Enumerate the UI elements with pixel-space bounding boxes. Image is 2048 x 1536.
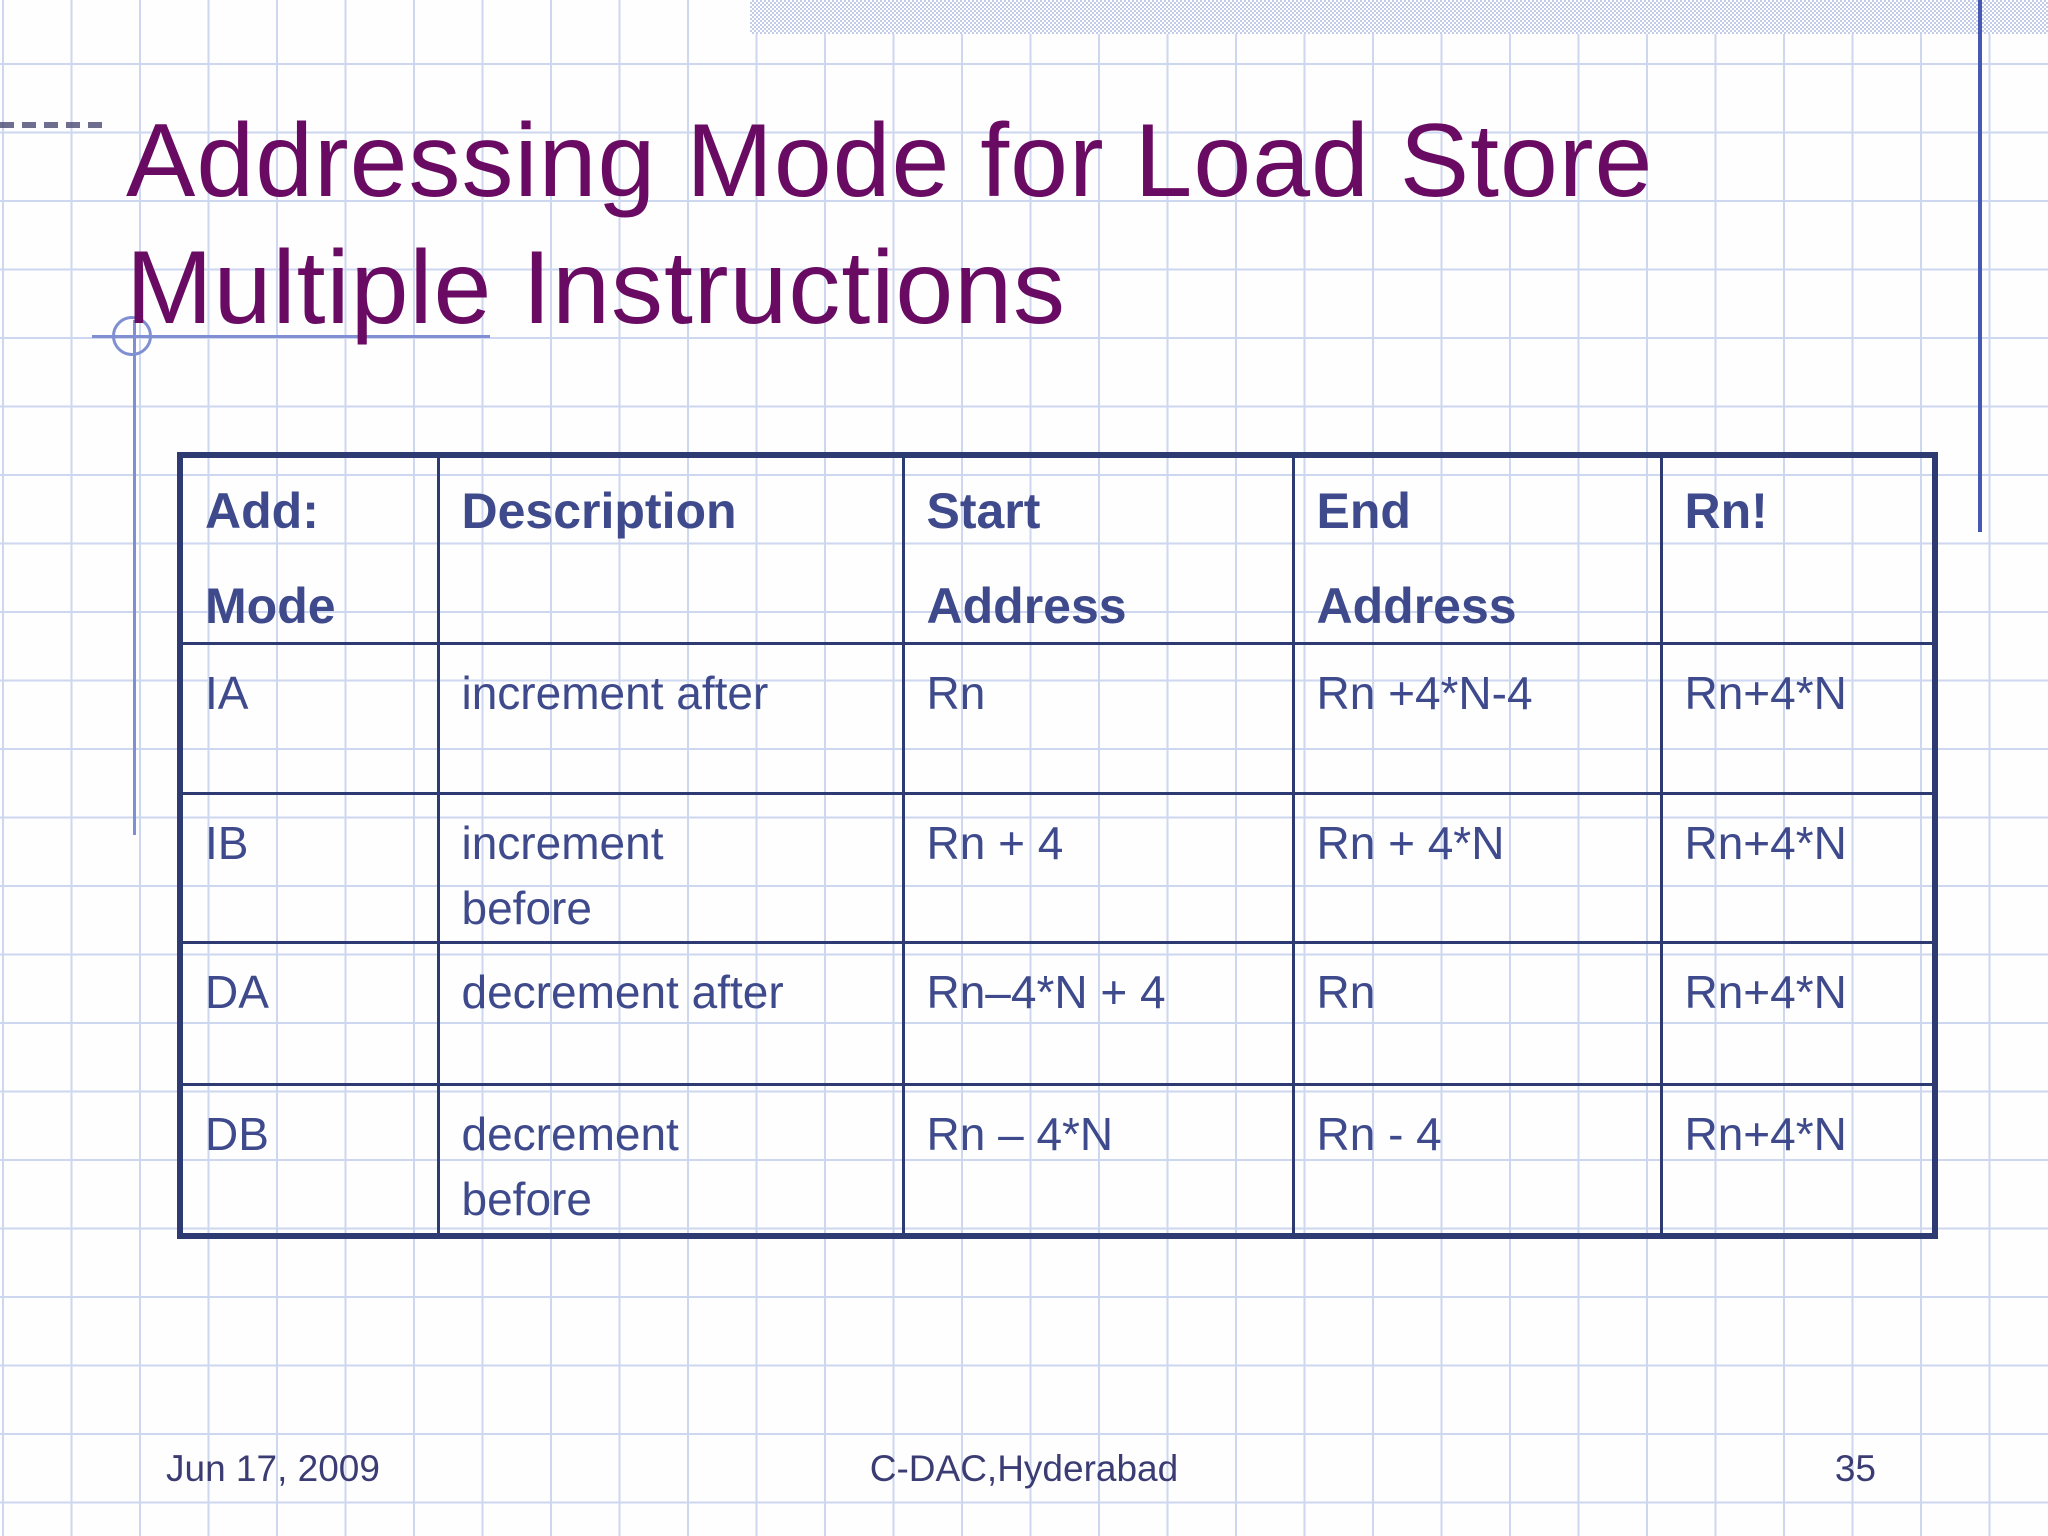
cell-da-description: decrement after: [436, 941, 905, 1087]
footer-page-number: 35: [1834, 1448, 1876, 1489]
compass-horizontal-line: [92, 335, 490, 338]
col-header-start-address: Start Address: [901, 453, 1295, 645]
right-accent-line: [1978, 0, 1982, 532]
slide-title: Addressing Mode for Load Store Multiple …: [126, 98, 1966, 352]
cell-ia-description: increment after: [436, 641, 905, 795]
cell-ib-end: Rn + 4*N: [1291, 791, 1663, 945]
cell-da-start: Rn–4*N + 4: [901, 941, 1295, 1087]
cell-db-description: decrement before: [436, 1083, 905, 1238]
cell-ia-rn: Rn+4*N: [1659, 641, 1937, 795]
cell-ib-description: increment before: [436, 791, 905, 945]
addressing-modes-table: Add: Mode Description Start Address End …: [177, 452, 1938, 1239]
slide-title-line2: Multiple Instructions: [126, 229, 1067, 346]
ruler-dashes: [0, 122, 110, 128]
table-header-row: Add: Mode Description Start Address End …: [178, 453, 1937, 645]
compass-vertical-line: [133, 320, 136, 835]
slide-title-line1: Addressing Mode for Load Store: [126, 102, 1654, 219]
cell-db-rn: Rn+4*N: [1659, 1083, 1937, 1238]
cell-da-end: Rn: [1291, 941, 1663, 1087]
footer-date: Jun 17, 2009: [166, 1448, 380, 1489]
compass-circle-icon: [112, 316, 152, 356]
cell-db-start: Rn – 4*N: [901, 1083, 1295, 1238]
col-header-add-mode: Add: Mode: [178, 453, 440, 645]
cell-db-end: Rn - 4: [1291, 1083, 1663, 1238]
cell-ia-start: Rn: [901, 641, 1295, 795]
col-header-description: Description: [436, 453, 905, 645]
table-row-ia: IA increment after Rn Rn +4*N-4 Rn+4*N: [178, 641, 1937, 795]
cell-ia-end: Rn +4*N-4: [1291, 641, 1663, 795]
cell-db-mode: DB: [178, 1083, 440, 1238]
table-row-db: DB decrement before Rn – 4*N Rn - 4 Rn+4…: [178, 1083, 1937, 1238]
cell-ib-start: Rn + 4: [901, 791, 1295, 945]
header-texture-band: [750, 0, 2048, 34]
cell-da-rn: Rn+4*N: [1659, 941, 1937, 1087]
footer-organization: C-DAC,Hyderabad: [869, 1448, 1179, 1489]
table-row-ib: IB increment before Rn + 4 Rn + 4*N Rn+4…: [178, 791, 1937, 945]
cell-ib-rn: Rn+4*N: [1659, 791, 1937, 945]
col-header-rn: Rn!: [1659, 453, 1937, 645]
col-header-end-address: End Address: [1291, 453, 1663, 645]
cell-ib-mode: IB: [178, 791, 440, 945]
cell-ia-mode: IA: [178, 641, 440, 795]
table-row-da: DA decrement after Rn–4*N + 4 Rn Rn+4*N: [178, 941, 1937, 1087]
cell-da-mode: DA: [178, 941, 440, 1087]
